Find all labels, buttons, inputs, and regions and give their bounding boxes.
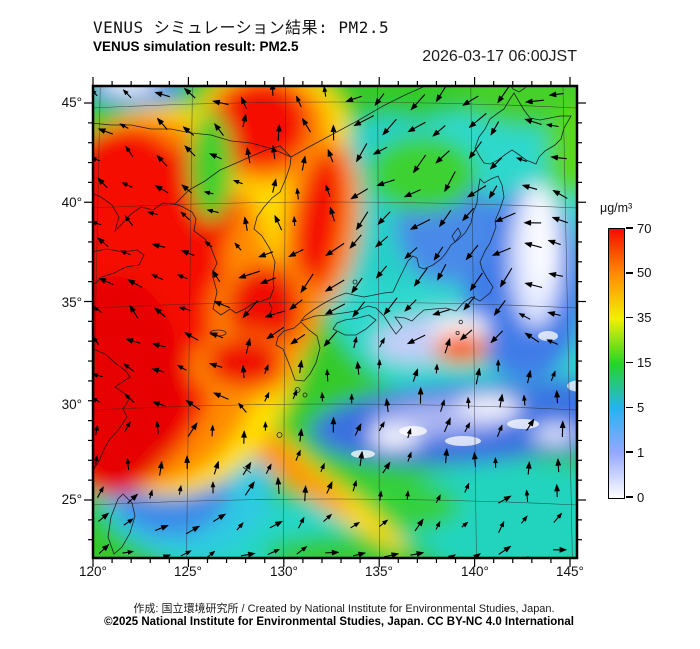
- colorbar: [608, 228, 625, 499]
- cloud-specks: [351, 331, 577, 458]
- credit-line-1: 作成: 国立環境研究所 / Created by National Instit…: [133, 603, 555, 615]
- lat-tick-label: 40°: [61, 195, 82, 210]
- colorbar-tick-label: 50: [637, 265, 652, 281]
- lat-tick-label: 45°: [61, 95, 82, 110]
- colorbar-tick-label: 15: [637, 355, 652, 370]
- colorbar-tick: [626, 406, 633, 409]
- colorbar-tick-label: 5: [637, 399, 645, 415]
- graticule: [93, 86, 577, 558]
- map-frame: [91, 84, 579, 560]
- copyright-line: ©2025 National Institute for Environment…: [104, 616, 574, 628]
- lat-tick-label: 35°: [61, 295, 82, 310]
- colorbar-tick-label: 70: [637, 220, 652, 236]
- axis-ticks: [84, 77, 586, 567]
- lon-tick-label: 135°: [365, 564, 393, 579]
- lon-tick-label: 130°: [270, 564, 298, 579]
- colorbar-tick: [626, 361, 633, 364]
- colorbar-tick: [626, 227, 633, 229]
- lat-tick-label: 30°: [61, 397, 82, 412]
- wind-vectors: [93, 86, 568, 558]
- pm25-field: [93, 86, 577, 558]
- lon-tick-label: 125°: [174, 564, 202, 579]
- colorbar-tick: [626, 272, 633, 274]
- colorbar-tick-label: 1: [637, 444, 645, 460]
- page-title-japanese: VENUS シミュレーション結果: PM2.5: [93, 18, 390, 37]
- lat-tick-label: 25°: [61, 492, 82, 507]
- simulation-map: [84, 77, 586, 567]
- lon-tick-label: 140°: [461, 564, 489, 579]
- colorbar-tick-label: 35: [637, 310, 652, 326]
- colorbar-tick-label: 0: [637, 489, 645, 505]
- colorbar-tick: [626, 451, 633, 453]
- map-canvas: [84, 77, 586, 567]
- lon-tick-label: 120°: [79, 564, 107, 579]
- colorbar-unit-label: μg/m³: [600, 201, 633, 215]
- colorbar-tick: [626, 496, 633, 498]
- colorbar-tick: [626, 316, 633, 319]
- page-title-english: VENUS simulation result: PM2.5: [93, 39, 299, 54]
- lon-tick-label: 145°: [556, 564, 584, 579]
- timestamp-label: 2026-03-17 06:00JST: [422, 48, 577, 65]
